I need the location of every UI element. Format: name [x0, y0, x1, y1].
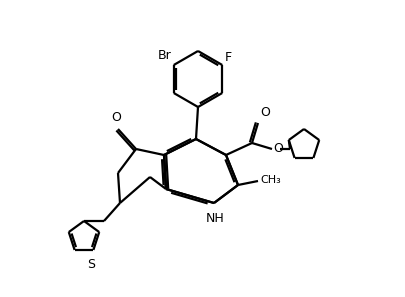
Text: CH₃: CH₃: [259, 175, 280, 185]
Text: O: O: [111, 111, 121, 124]
Text: S: S: [87, 258, 95, 271]
Text: NH: NH: [205, 212, 224, 225]
Text: F: F: [225, 51, 232, 64]
Text: O: O: [259, 106, 269, 119]
Text: O: O: [272, 141, 282, 154]
Text: Br: Br: [158, 49, 171, 62]
